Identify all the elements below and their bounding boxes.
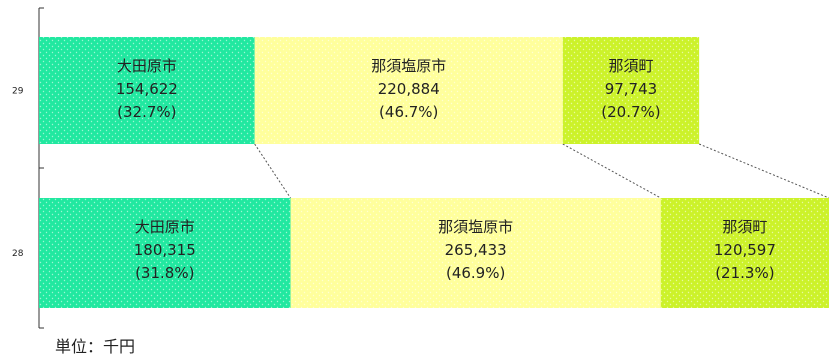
data-label-29-3-2: (20.7%) — [601, 103, 660, 121]
bar-texture-28-3 — [660, 198, 829, 308]
data-label-28-3-0: 那須町 — [722, 218, 767, 236]
bar-texture-28-1 — [39, 198, 291, 308]
data-label-29-3-0: 那須町 — [608, 57, 653, 75]
series-line-3 — [698, 143, 829, 199]
unit-label: 単位：千円 — [55, 337, 136, 356]
data-label-29-1-1: 154,622 — [116, 80, 178, 98]
data-label-29-2-1: 220,884 — [378, 80, 440, 98]
category-label-28: 28 — [12, 249, 24, 259]
data-label-28-1-1: 180,315 — [134, 241, 196, 259]
bar-texture-29-2 — [254, 37, 563, 144]
data-label-29-3-1: 97,743 — [605, 80, 658, 98]
data-label-29-2-0: 那須塩原市 — [371, 57, 446, 75]
data-label-28-2-0: 那須塩原市 — [438, 218, 513, 236]
data-label-28-1-0: 大田原市 — [135, 218, 195, 236]
bar-texture-29-3 — [562, 37, 700, 144]
category-label-29: 29 — [12, 87, 24, 97]
series-line-2 — [562, 143, 662, 199]
data-label-29-1-2: (32.7%) — [117, 103, 176, 121]
data-label-28-2-1: 265,433 — [445, 241, 507, 259]
bar-texture-28-2 — [290, 198, 661, 308]
data-label-28-3-1: 120,597 — [714, 241, 776, 259]
data-label-28-1-2: (31.8%) — [135, 264, 194, 282]
data-label-29-2-2: (46.7%) — [379, 103, 438, 121]
data-label-28-3-2: (21.3%) — [715, 264, 774, 282]
series-line-1 — [254, 143, 291, 199]
bar-texture-29-1 — [39, 37, 255, 144]
data-label-29-1-0: 大田原市 — [117, 57, 177, 75]
data-label-28-2-2: (46.9%) — [446, 264, 505, 282]
